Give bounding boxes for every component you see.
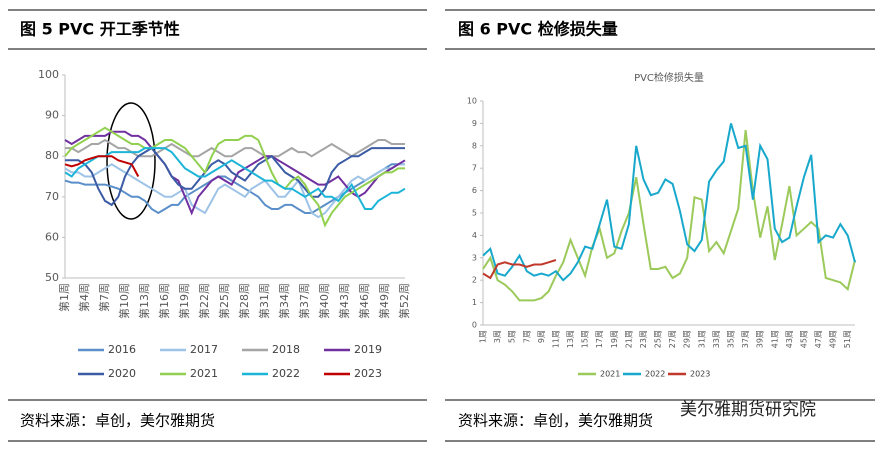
series-line: [64, 155, 140, 177]
y-tick-label: 6: [472, 186, 477, 195]
x-tick-label: 49周: [829, 330, 838, 348]
legend-label: 2023: [690, 370, 710, 379]
x-tick-label: 35周: [727, 330, 736, 348]
y-tick-label: 8: [472, 141, 477, 150]
series-line: [65, 146, 405, 207]
legend-label: 2016: [108, 343, 136, 356]
x-tick-label: 第28周: [237, 283, 251, 319]
x-tick-label: 21周: [624, 330, 633, 348]
y-tick-label: 70: [45, 190, 59, 203]
x-tick-label: 15周: [581, 330, 590, 348]
series-line: [65, 138, 405, 158]
caption: 图 5 PVC 开工季节性: [20, 20, 180, 39]
y-tick-label: 50: [45, 271, 59, 284]
y-tick-label: 4: [472, 231, 477, 240]
series-line: [64, 163, 405, 215]
legend-label: 2017: [190, 343, 218, 356]
x-tick-label: 第52周: [397, 283, 411, 319]
y-tick-label: 0: [472, 321, 477, 330]
x-tick-label: 41周: [770, 330, 779, 348]
x-tick-label: 第40周: [317, 283, 331, 319]
x-tick-label: 25周: [654, 330, 663, 348]
y-tick-label: 100: [38, 68, 59, 81]
legend-label: 2021: [190, 367, 218, 380]
x-tick-label: 23周: [639, 330, 648, 348]
x-tick-label: 第13周: [137, 283, 151, 319]
legend-label: 2018: [272, 343, 300, 356]
y-tick-label: 1: [472, 298, 477, 307]
x-tick-label: 第1周: [57, 283, 71, 312]
x-tick-label: 51周: [843, 330, 852, 348]
x-tick-label: 3周: [493, 330, 502, 343]
y-tick-label: 5: [472, 209, 477, 218]
y-tick-label: 9: [472, 119, 477, 128]
x-tick-label: 33周: [712, 330, 721, 348]
x-tick-label: 31周: [697, 330, 706, 348]
series-line: [64, 163, 405, 219]
legend-label: 2019: [354, 343, 382, 356]
series-line: [64, 126, 405, 228]
y-tick-label: 90: [45, 109, 59, 122]
x-tick-label: 47周: [814, 330, 823, 348]
x-tick-label: 第31周: [257, 283, 271, 319]
legend-label: 2023: [354, 367, 382, 380]
y-tick-label: 3: [472, 253, 477, 262]
x-tick-label: 7周: [522, 330, 531, 343]
y-tick-label: 7: [472, 164, 477, 173]
legend-label: 2022: [272, 367, 300, 380]
source: 资料来源：卓创，美尔雅期货: [458, 412, 653, 430]
x-tick-label: 45周: [799, 330, 808, 348]
x-tick-label: 39周: [756, 330, 765, 348]
x-tick-label: 第7周: [97, 283, 111, 312]
y-tick-label: 10: [467, 97, 477, 106]
x-tick-label: 17周: [595, 330, 604, 348]
x-tick-label: 第34周: [277, 283, 291, 319]
x-tick-label: 第46周: [357, 283, 371, 319]
x-tick-label: 5周: [508, 330, 517, 343]
x-tick-label: 第43周: [337, 283, 351, 319]
y-tick-label: 2: [472, 276, 477, 285]
x-tick-label: 第10周: [117, 283, 131, 319]
x-tick-label: 29周: [683, 330, 692, 348]
series-line: [64, 147, 406, 210]
x-tick-label: 11周: [551, 330, 560, 348]
x-tick-label: 27周: [668, 330, 677, 348]
x-tick-label: 1周: [479, 330, 488, 343]
caption: 图 6 PVC 检修损失量: [458, 20, 618, 39]
x-tick-label: 第49周: [377, 283, 391, 319]
x-tick-label: 第19周: [177, 283, 191, 319]
x-tick-label: 19周: [610, 330, 619, 348]
legend-label: 2022: [645, 370, 665, 379]
x-tick-label: 第25周: [217, 283, 231, 319]
x-tick-label: 第4周: [77, 283, 91, 312]
x-tick-label: 第16周: [157, 283, 171, 319]
series-line: [482, 259, 557, 280]
watermark: 美尔雅期货研究院: [680, 400, 816, 420]
x-tick-label: 43周: [785, 330, 794, 348]
chart-title: PVC检修损失量: [634, 71, 704, 84]
rules: [8, 9, 875, 442]
series-line: [482, 123, 856, 282]
x-tick-label: 第37周: [297, 283, 311, 319]
legend-label: 2020: [108, 367, 136, 380]
series-line: [482, 129, 856, 302]
x-tick-label: 第22周: [197, 283, 211, 319]
x-tick-label: 9周: [537, 330, 546, 343]
y-tick-label: 60: [45, 230, 59, 243]
x-tick-label: 37周: [741, 330, 750, 348]
x-tick-label: 13周: [566, 330, 575, 348]
legend-label: 2021: [600, 370, 620, 379]
y-tick-label: 80: [45, 149, 59, 162]
source: 资料来源：卓创，美尔雅期货: [20, 412, 215, 430]
highlight-ellipse: [106, 102, 156, 220]
